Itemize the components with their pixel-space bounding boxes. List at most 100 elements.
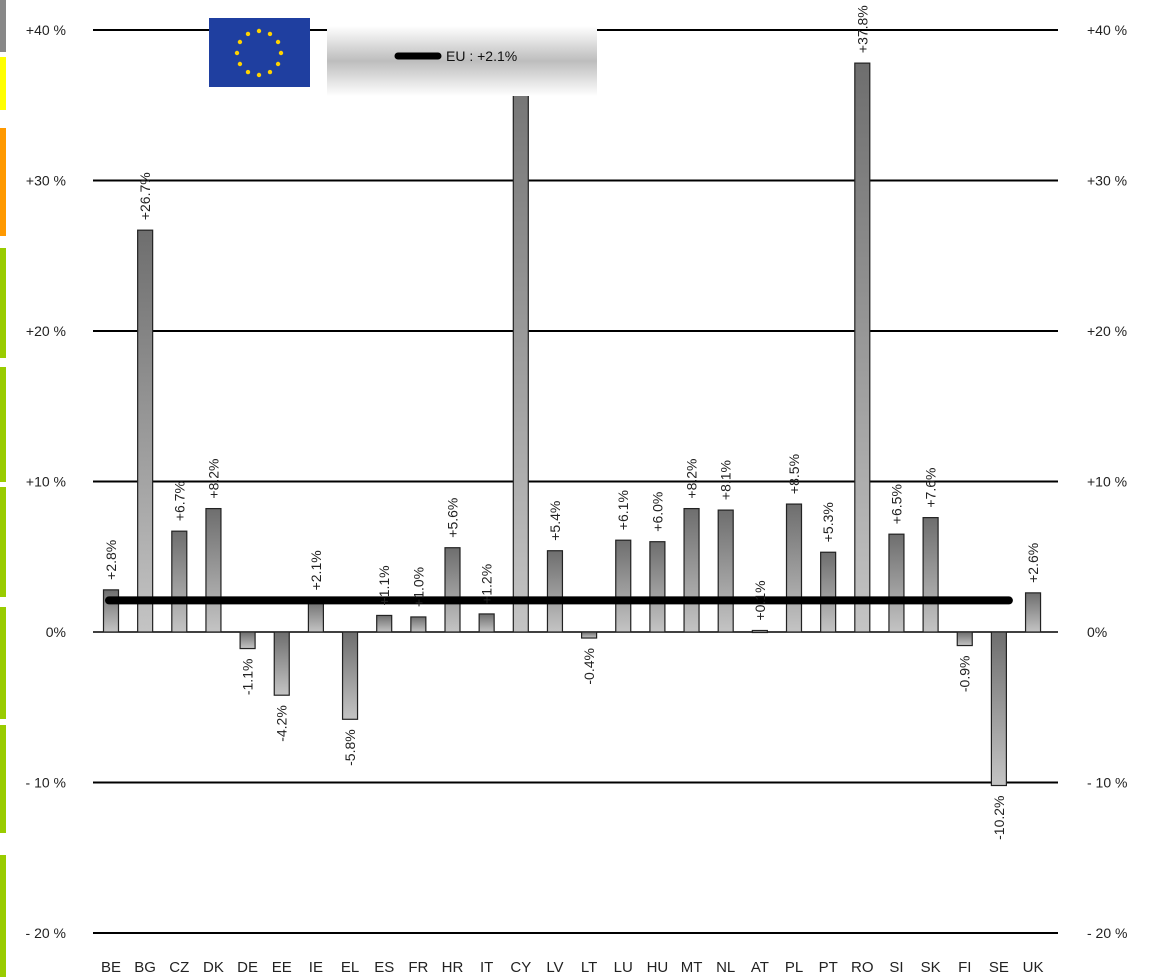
y-tick-label-right: +20 % xyxy=(1087,323,1127,339)
bar xyxy=(171,530,188,633)
category-label: FR xyxy=(408,959,428,976)
data-label: +8.2% xyxy=(205,458,221,498)
category-label: MT xyxy=(681,959,703,976)
star xyxy=(275,39,281,45)
data-label: +5.4% xyxy=(547,501,563,541)
category-label: RO xyxy=(851,959,874,976)
bar xyxy=(444,547,461,633)
color-scale-strip xyxy=(0,0,6,977)
star xyxy=(278,50,284,56)
eu-stars-icon xyxy=(234,28,284,78)
category-label: DE xyxy=(237,959,258,976)
data-label: +7.6% xyxy=(923,468,939,508)
y-tick-label-left: - 20 % xyxy=(26,925,66,941)
bar xyxy=(478,613,495,633)
y-tick-label-right: +40 % xyxy=(1087,22,1127,38)
star xyxy=(237,61,243,67)
category-label: BG xyxy=(134,959,156,976)
strip-segment xyxy=(0,0,6,52)
category-label: EE xyxy=(272,959,292,976)
category-label: HR xyxy=(442,959,464,976)
data-label: -0.4% xyxy=(581,648,597,685)
data-labels: +2.8% +26.7% +6.7% +8.2% -1.1% -4.2% +2.1% -5.8… xyxy=(103,5,1041,840)
legend-box xyxy=(327,26,597,96)
category-label: AT xyxy=(751,959,769,976)
data-label: +1.1% xyxy=(376,565,392,605)
gridlines xyxy=(93,29,1058,934)
bar xyxy=(820,551,837,633)
y-tick-label-left: +20 % xyxy=(26,323,66,339)
y-tick-label-left: - 10 % xyxy=(26,775,66,791)
star xyxy=(267,69,273,75)
category-label: ES xyxy=(374,959,394,976)
bar xyxy=(580,631,598,639)
category-label: PL xyxy=(785,959,803,976)
star xyxy=(275,61,281,67)
strip-segment xyxy=(0,855,6,977)
data-label: +6.1% xyxy=(615,490,631,530)
data-label: +6.7% xyxy=(171,481,187,521)
bar xyxy=(512,29,529,633)
bar xyxy=(649,541,666,633)
strip-segment xyxy=(0,128,6,236)
data-label: +2.6% xyxy=(1025,543,1041,583)
star xyxy=(256,28,262,34)
star xyxy=(256,72,262,78)
bar xyxy=(307,599,324,633)
bar xyxy=(956,631,973,647)
star xyxy=(234,50,240,56)
bar xyxy=(376,614,393,633)
bar xyxy=(341,631,359,720)
y-tick-label-left: +40 % xyxy=(26,22,66,38)
category-label: UK xyxy=(1023,959,1044,976)
category-label: FI xyxy=(958,959,971,976)
data-label: +26.7% xyxy=(137,172,153,220)
data-label: +6.0% xyxy=(649,492,665,532)
star xyxy=(267,31,273,37)
strip-segment xyxy=(0,367,6,482)
category-label: BE xyxy=(101,959,121,976)
bars xyxy=(102,29,1042,787)
bar xyxy=(888,533,905,633)
star xyxy=(237,39,243,45)
bar xyxy=(751,629,768,634)
category-label: CZ xyxy=(169,959,189,976)
bar xyxy=(102,589,120,633)
data-label: +37.8% xyxy=(854,5,870,53)
category-label: EL xyxy=(341,959,359,976)
category-label: SI xyxy=(889,959,903,976)
category-label: LU xyxy=(614,959,633,976)
y-axis-left: +40 % +30 % +20 % +10 % 0% - 10 % - 20 % xyxy=(26,22,66,941)
y-tick-label-right: 0% xyxy=(1087,624,1107,640)
data-label: -5.8% xyxy=(342,729,358,766)
y-tick-label-right: - 20 % xyxy=(1087,925,1127,941)
y-tick-label-left: +10 % xyxy=(26,474,66,490)
x-axis-categories: BE BG CZ DK DE EE IE EL ES FR HR IT CY LV LT LU HU MT NL AT… xyxy=(101,959,1043,976)
bar xyxy=(273,631,290,696)
category-label: DK xyxy=(203,959,224,976)
bar xyxy=(137,229,154,633)
bar xyxy=(785,503,803,633)
data-label: +0.1% xyxy=(752,580,768,620)
data-label: +1.2% xyxy=(479,564,495,604)
category-label: SE xyxy=(989,959,1009,976)
legend: EU : +2.1% xyxy=(209,18,597,96)
bar xyxy=(615,539,632,633)
data-label: +6.5% xyxy=(888,484,904,524)
data-label: +5.3% xyxy=(820,502,836,542)
y-axis-right: +40 % +30 % +20 % +10 % 0% - 10 % - 20 % xyxy=(1087,22,1127,941)
bar xyxy=(546,550,564,633)
bar xyxy=(410,616,427,633)
category-label: IT xyxy=(480,959,493,976)
category-label: LV xyxy=(546,959,563,976)
bar xyxy=(239,631,256,650)
bar xyxy=(990,631,1008,787)
bar xyxy=(683,507,700,633)
star xyxy=(245,69,251,75)
legend-label: EU : +2.1% xyxy=(446,48,517,64)
data-label: +2.8% xyxy=(103,540,119,580)
y-tick-label-left: +30 % xyxy=(26,173,66,189)
data-label: +8.2% xyxy=(684,458,700,498)
bar xyxy=(854,62,871,633)
category-label: HU xyxy=(647,959,669,976)
